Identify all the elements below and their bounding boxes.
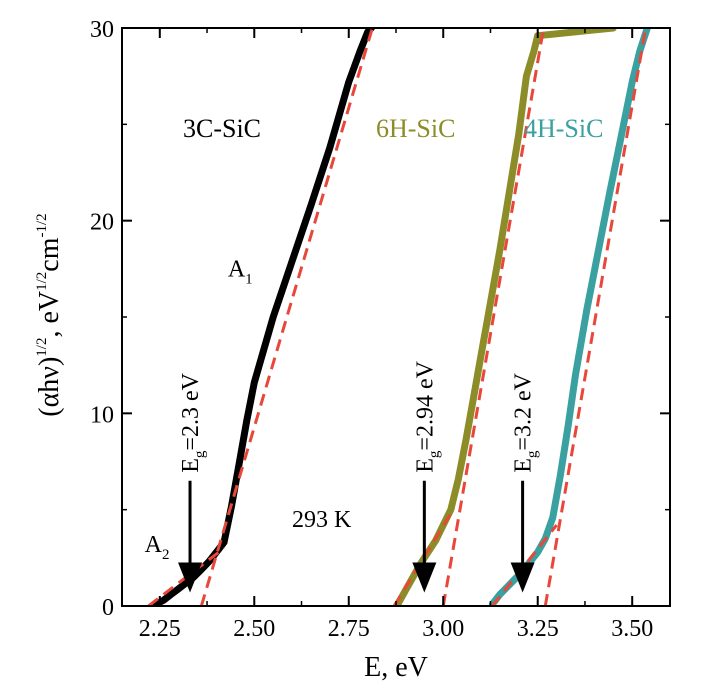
y-tick-label: 30	[90, 17, 114, 43]
gap-energy-label-3: Eg=3.2 eV	[511, 372, 541, 472]
y-label-part-5: cm	[34, 237, 65, 271]
y-label-part-1: (αhν)	[34, 357, 65, 417]
y-label-part-3: , eV	[34, 291, 65, 338]
series-label-6h-sic: 6H-SiC	[376, 114, 455, 143]
y-label-part-6: -1/2	[34, 213, 50, 237]
x-tick-label: 3.25	[517, 616, 559, 642]
fit-line-3	[543, 28, 648, 606]
gap-energy-symbol: E	[412, 458, 438, 473]
series-label-4h-sic: 4H-SiC	[524, 114, 603, 143]
peak-label-index: 1	[245, 272, 253, 288]
peak-label-index: 2	[162, 547, 170, 563]
y-tick-label: 20	[90, 210, 114, 236]
x-tick-label: 2.50	[233, 616, 275, 642]
y-axis-label: (αhν)1/2, eV1/2cm-1/2	[34, 213, 65, 416]
gap-energy-symbol: E	[178, 458, 204, 473]
x-axis-label: E, eV	[364, 652, 428, 683]
fit-line-2	[441, 28, 546, 606]
gap-energy-value: =2.3 eV	[178, 372, 204, 450]
peak-label-letter: A	[228, 257, 246, 283]
y-tick-label: 0	[102, 595, 114, 621]
arrow-head-2	[412, 562, 437, 593]
gap-energy-label-1: Eg=2.3 eV	[178, 372, 208, 472]
x-tick-label: 2.75	[328, 616, 370, 642]
gap-energy-subscript: g	[192, 450, 208, 458]
fit-line-1	[199, 28, 374, 606]
gap-energy-symbol: E	[511, 458, 537, 473]
tick-layer: 2.25 2.50 2.75 3.00 3.25 3.50 0 10 20 30	[90, 17, 670, 642]
y-tick-label: 10	[90, 402, 114, 428]
svg-text:(αhν)1/2, eV1/2cm-1/2: (αhν)1/2, eV1/2cm-1/2	[34, 213, 65, 416]
gap-energy-value: =3.2 eV	[511, 372, 537, 450]
peak-label-a2: A2	[145, 532, 170, 563]
y-label-part-2: 1/2	[34, 338, 50, 357]
series-line-3c-sic	[152, 28, 375, 606]
peak-label-letter: A	[145, 532, 163, 558]
temperature-label: 293 K	[292, 507, 352, 533]
series-line-4h-sic	[488, 28, 651, 606]
arrow-head-3	[510, 562, 535, 593]
fit-layer	[147, 28, 648, 606]
gap-energy-subscript: g	[426, 450, 442, 458]
gap-energy-subscript: g	[525, 450, 541, 458]
x-tick-label: 2.25	[139, 616, 181, 642]
arrow-head-1	[178, 562, 203, 593]
fit-line-6	[491, 524, 558, 606]
series-label-3c-sic: 3C-SiC	[183, 114, 261, 143]
x-tick-label: 3.50	[611, 616, 653, 642]
gap-energy-label-2: Eg=2.94 eV	[412, 360, 442, 472]
peak-label-a1: A1	[228, 257, 253, 288]
x-tick-label: 3.00	[422, 616, 464, 642]
y-label-part-4: 1/2	[34, 272, 50, 291]
gap-energy-value: =2.94 eV	[412, 360, 438, 450]
